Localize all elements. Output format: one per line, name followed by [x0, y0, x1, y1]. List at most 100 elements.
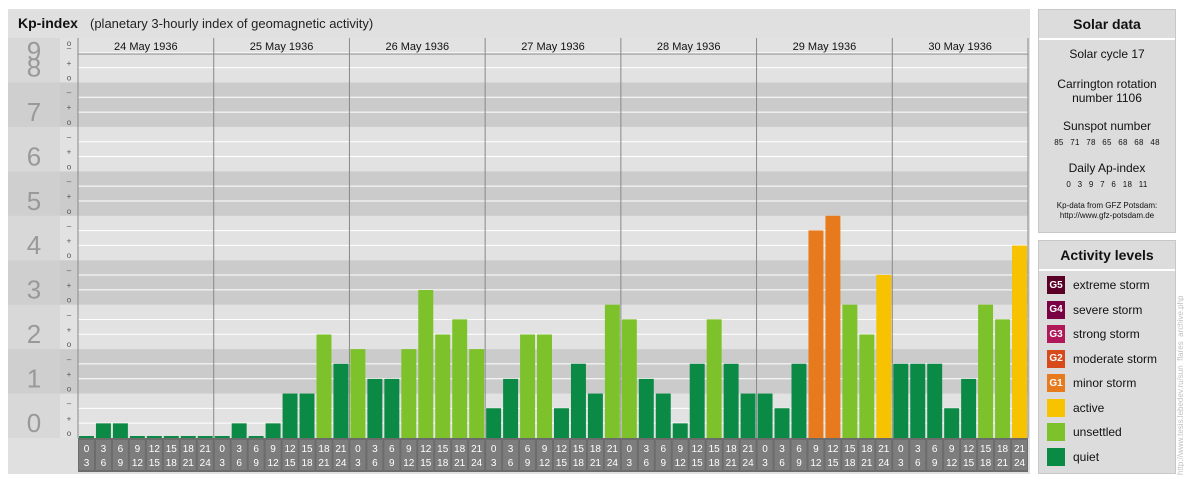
kp-bar [740, 393, 756, 438]
interval-cell [604, 440, 620, 470]
interval-to-label: 18 [980, 458, 992, 469]
interval-from-label: 6 [118, 444, 124, 455]
ap-index-numbers: 0 3 9 7 6 18 11 [1066, 180, 1148, 189]
interval-from-label: 15 [437, 444, 449, 455]
interval-from-label: 0 [627, 444, 633, 455]
day-label: 27 May 1936 [521, 41, 585, 53]
interval-to-label: 9 [525, 458, 531, 469]
interval-to-label: 12 [403, 458, 415, 469]
kp-bar [723, 363, 739, 438]
interval-cell [112, 440, 128, 470]
minor-tick-label: o [67, 118, 72, 127]
interval-cell [621, 440, 637, 470]
interval-from-label: 9 [542, 444, 548, 455]
day-label: 29 May 1936 [793, 41, 857, 53]
interval-to-label: 3 [627, 458, 633, 469]
interval-from-label: 9 [677, 444, 683, 455]
interval-to-label: 21 [726, 458, 738, 469]
day-label: 28 May 1936 [657, 41, 721, 53]
interval-to-label: 24 [743, 458, 755, 469]
interval-from-label: 12 [284, 444, 296, 455]
activity-levels-panel: Activity levels G5 extreme storm G4 severe … [1038, 240, 1176, 474]
interval-cell [503, 440, 519, 470]
minor-tick-label: o [67, 73, 72, 82]
minor-tick-label: – [67, 88, 72, 97]
sunspot-title: Sunspot number [1062, 119, 1152, 133]
legend-label: strong storm [1073, 327, 1140, 341]
kp-level-band [8, 38, 1028, 83]
minor-tick-label: – [67, 177, 72, 186]
interval-to-label: 9 [796, 458, 802, 469]
kp-bar [706, 319, 722, 438]
interval-from-label: 18 [590, 444, 602, 455]
interval-cell [452, 440, 468, 470]
interval-to-label: 18 [166, 458, 178, 469]
minor-tick-label: + [67, 103, 72, 112]
interval-to-label: 3 [898, 458, 904, 469]
kp-bar [570, 363, 586, 438]
interval-from-label: 21 [471, 444, 483, 455]
kp-bar [757, 393, 773, 438]
interval-from-label: 0 [898, 444, 904, 455]
interval-cell [638, 440, 654, 470]
kp-bar [503, 378, 519, 438]
interval-cell [248, 440, 264, 470]
interval-cell [791, 440, 807, 470]
interval-cell [944, 440, 960, 470]
interval-to-label: 18 [573, 458, 585, 469]
minor-tick-label: o [67, 429, 72, 438]
interval-from-label: 6 [796, 444, 802, 455]
minor-tick-label: – [67, 44, 72, 53]
minor-tick-label: + [67, 192, 72, 201]
legend-swatch: G2 [1047, 349, 1065, 368]
interval-cell [418, 440, 434, 470]
interval-from-label: 12 [556, 444, 568, 455]
data-source-line2: http://www.gfz-potsdam.de [1059, 211, 1155, 220]
interval-to-label: 9 [253, 458, 259, 469]
interval-cell [893, 440, 909, 470]
kp-bar [893, 363, 909, 438]
legend-label: active [1073, 400, 1105, 415]
interval-to-label: 18 [301, 458, 313, 469]
interval-from-label: 9 [270, 444, 276, 455]
interval-to-label: 9 [660, 458, 666, 469]
interval-from-label: 18 [997, 444, 1009, 455]
kp-level-band [8, 126, 1028, 172]
minor-tick-label: + [67, 414, 72, 423]
solar-data-panel: Solar data Solar cycle 17 Carrington rot… [1038, 9, 1176, 233]
day-label: 30 May 1936 [928, 41, 992, 53]
kp-level-band [8, 82, 1028, 127]
y-tick-label: 3 [27, 275, 41, 305]
minor-tick-label: + [67, 370, 72, 379]
interval-to-label: 6 [508, 458, 514, 469]
interval-cell [842, 440, 858, 470]
legend-label: unsettled [1073, 425, 1122, 439]
interval-to-label: 18 [709, 458, 721, 469]
minor-tick-label: – [67, 355, 72, 364]
interval-from-label: 18 [183, 444, 195, 455]
day-label: 26 May 1936 [385, 41, 449, 53]
interval-cell [316, 440, 332, 470]
chart-subtitle: (planetary 3-hourly index of geomagnetic… [90, 16, 374, 31]
carrington-line1: Carrington rotation [1057, 77, 1157, 91]
kp-bar [95, 423, 111, 438]
interval-from-label: 0 [84, 444, 90, 455]
y-tick-label: 9 [27, 38, 41, 66]
interval-from-label: 3 [101, 444, 107, 455]
interval-from-label: 0 [355, 444, 361, 455]
minor-tick-label: + [67, 59, 72, 68]
interval-to-label: 18 [844, 458, 856, 469]
kp-bar [214, 436, 230, 438]
interval-to-label: 6 [915, 458, 921, 469]
interval-to-label: 21 [997, 458, 1009, 469]
interval-to-label: 9 [932, 458, 938, 469]
kp-bar [231, 423, 247, 438]
interval-to-label: 24 [1014, 458, 1026, 469]
watermark-url: http://www.tesis.lebedev.ru/sun_flares_a… [1176, 295, 1184, 475]
legend-label: severe storm [1073, 302, 1143, 317]
interval-cell [79, 440, 94, 470]
interval-to-label: 12 [268, 458, 280, 469]
legend-label: minor storm [1073, 376, 1137, 390]
kp-bar [791, 363, 807, 438]
